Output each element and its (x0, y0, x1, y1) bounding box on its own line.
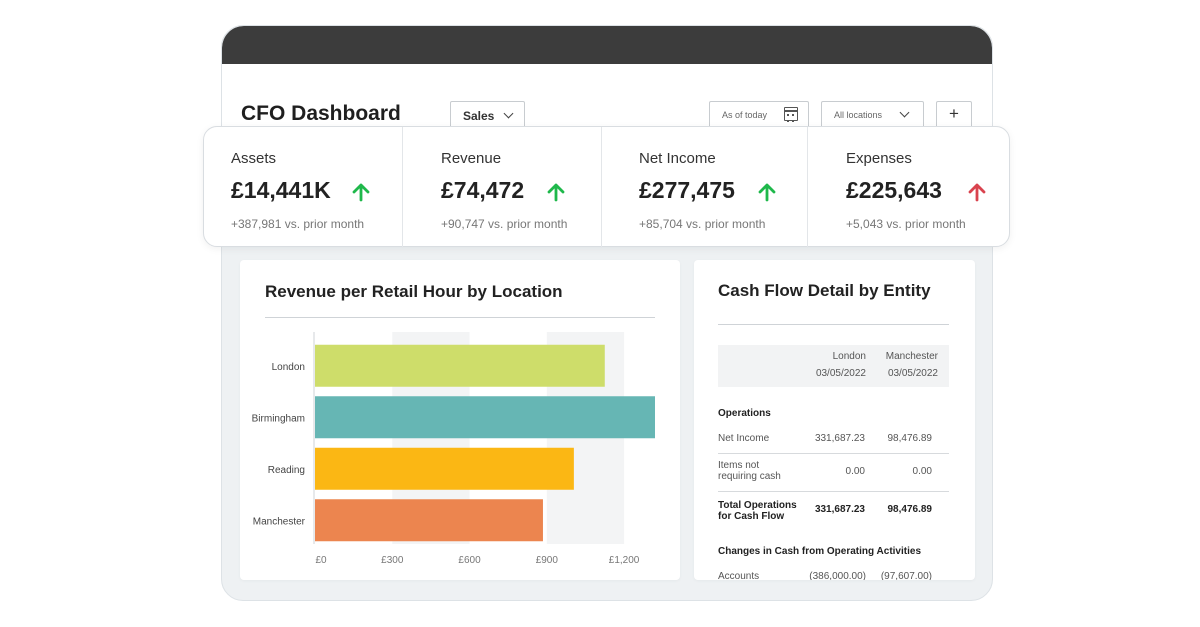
kpi-label: Revenue (441, 150, 502, 167)
row-label-line1: Items not (718, 460, 760, 471)
window-titlebar (222, 26, 992, 64)
location-select-dropdown[interactable]: All locations (821, 101, 924, 128)
cell-london: 331,687.23 (814, 504, 865, 515)
cell-london: 331,687.23 (814, 433, 865, 444)
cell-london: 0.00 (845, 466, 865, 477)
cashflow-column-header (718, 345, 949, 387)
revenue-chart-panel: Revenue per Retail Hour by Location Lond… (240, 260, 680, 580)
kpi-value: £225,643 (846, 177, 942, 203)
kpi-delta: +85,704 vs. prior month (639, 217, 766, 231)
kpi-label: Expenses (846, 150, 912, 167)
row-divider (718, 491, 949, 492)
section-heading-operating-activities: Changes in Cash from Operating Activitie… (718, 546, 922, 557)
category-label: Reading (268, 465, 305, 476)
row-divider (718, 453, 949, 454)
view-select-dropdown[interactable]: Sales (450, 101, 525, 128)
bar-manchester (315, 499, 543, 542)
kpi-delta: +5,043 vs. prior month (846, 217, 966, 231)
row-label-line2: for Cash Flow (718, 511, 785, 522)
kpi-assets[interactable]: Assets £14,441K +387,981 vs. prior month (204, 127, 402, 248)
add-button[interactable]: + (936, 101, 972, 128)
kpi-value: £277,475 (639, 177, 735, 203)
x-tick-label: £1,200 (609, 555, 640, 566)
cashflow-panel: Cash Flow Detail by Entity London 03/05/… (694, 260, 975, 580)
bar-reading (315, 447, 574, 490)
view-select-label: Sales (463, 109, 495, 123)
date-field-label: As of today (722, 110, 768, 120)
column-date-manchester: 03/05/2022 (887, 368, 938, 379)
page-title: CFO Dashboard (241, 102, 401, 125)
row-label-line2: requiring cash (718, 471, 781, 482)
kpi-label: Net Income (639, 150, 716, 167)
arrow-up-icon (968, 183, 986, 202)
divider (718, 324, 949, 325)
bar-london (315, 344, 605, 387)
x-tick-label: £300 (381, 555, 404, 566)
kpi-label: Assets (231, 150, 277, 167)
row-label: Net Income (718, 433, 770, 444)
row-label-line1: Total Operations (718, 500, 797, 511)
date-picker-field[interactable]: As of today (709, 101, 809, 128)
cashflow-panel-title: Cash Flow Detail by Entity (718, 281, 931, 300)
cell-manchester: 0.00 (912, 466, 932, 477)
kpi-value: £14,441K (231, 177, 331, 203)
location-select-label: All locations (834, 110, 883, 120)
column-header-london: London (832, 351, 866, 362)
column-date-london: 03/05/2022 (815, 368, 866, 379)
revenue-bar-chart: London Birmingham Reading Manchester £0 £300 £… (252, 332, 655, 566)
category-label: Birmingham (252, 413, 305, 424)
category-label: London (272, 362, 305, 373)
kpi-value: £74,472 (441, 177, 525, 203)
category-label: Manchester (253, 516, 306, 527)
kpi-delta: +90,747 vs. prior month (441, 217, 568, 231)
kpi-expenses[interactable]: Expenses £225,643 +5,043 vs. prior month (807, 127, 1009, 248)
row-label: Accounts (718, 571, 760, 580)
section-heading-operations: Operations (718, 408, 771, 419)
dashboard-window: CFO Dashboard Sales As of today All loca… (221, 25, 993, 601)
kpi-delta: +387,981 vs. prior month (231, 217, 365, 231)
x-tick-label: £900 (536, 555, 559, 566)
column-header-manchester: Manchester (885, 351, 938, 362)
cell-manchester: 98,476.89 (887, 504, 933, 515)
cell-manchester: 98,476.89 (887, 433, 933, 444)
chevron-down-icon (503, 108, 514, 119)
kpi-net-income[interactable]: Net Income £277,475 +85,704 vs. prior mo… (601, 127, 807, 248)
kpi-summary-card: Assets £14,441K +387,981 vs. prior month… (203, 126, 1010, 248)
chevron-down-icon (899, 107, 910, 118)
calendar-icon[interactable] (784, 107, 798, 122)
revenue-panel-title: Revenue per Retail Hour by Location (265, 282, 563, 301)
arrow-up-icon (352, 183, 370, 202)
cell-london: (386,000.00) (809, 571, 866, 580)
divider (265, 317, 655, 318)
kpi-revenue[interactable]: Revenue £74,472 +90,747 vs. prior month (402, 127, 601, 248)
arrow-up-icon (758, 183, 776, 202)
x-tick-label: £0 (315, 555, 327, 566)
x-tick-label: £600 (458, 555, 481, 566)
cell-manchester: (97,607.00) (880, 571, 932, 580)
arrow-up-icon (547, 183, 565, 202)
bar-birmingham (315, 396, 655, 439)
